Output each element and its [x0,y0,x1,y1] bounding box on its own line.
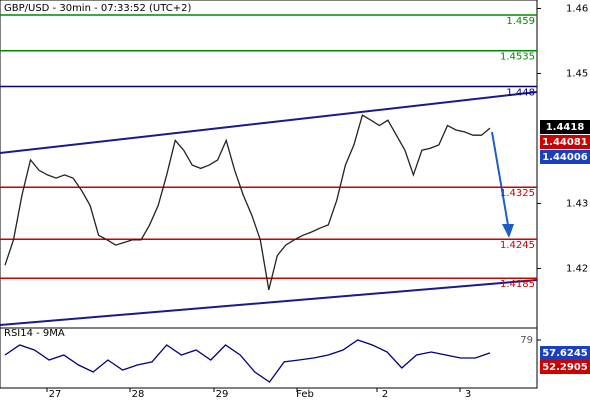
x-tick-label: 2 [382,389,388,400]
plot-frame [0,0,538,389]
y-tick-label: 1.45 [566,68,588,79]
x-tick-label: 3 [465,389,471,400]
price-tag [540,150,590,164]
price-tag-label: 1.4418 [546,122,585,133]
level-label: 1.4325 [500,188,535,199]
level-label: 1.4185 [500,279,535,290]
y-tick-label: 1.42 [566,263,588,274]
level-label: 1.4535 [500,52,535,63]
price-line [4,114,491,291]
forecast-arrow [491,131,509,226]
price-tag [540,135,590,149]
x-tick-label: Feb [296,389,314,400]
y-tick-label: 1.46 [566,3,588,14]
y-tick-label: 1.43 [566,198,588,209]
x-tick-label: 27 [49,389,62,400]
price-tag [540,360,590,374]
arrow-head [502,224,514,238]
panel-title: RSI14 - 9MA [4,328,65,339]
price-tag-label: 52.2905 [542,362,588,373]
price-tag-label: 1.44006 [542,152,588,163]
level-label: 1.4245 [500,240,535,251]
trend-line [0,91,538,154]
level-label: 1.448 [506,87,535,98]
price-tag-label: 57.6245 [542,348,588,359]
chart-title: GBP/USD - 30min - 07:33:52 (UTC+2) [4,3,191,14]
price-line [4,339,491,383]
price-tag [540,346,590,360]
price-tag-label: 1.44081 [542,137,588,148]
price-tag [540,120,590,134]
y-tick-label: 79 [520,335,533,346]
level-label: 1.459 [506,16,535,27]
x-tick-label: 28 [132,389,145,400]
x-tick-label: 29 [216,389,229,400]
trend-line [0,279,538,326]
